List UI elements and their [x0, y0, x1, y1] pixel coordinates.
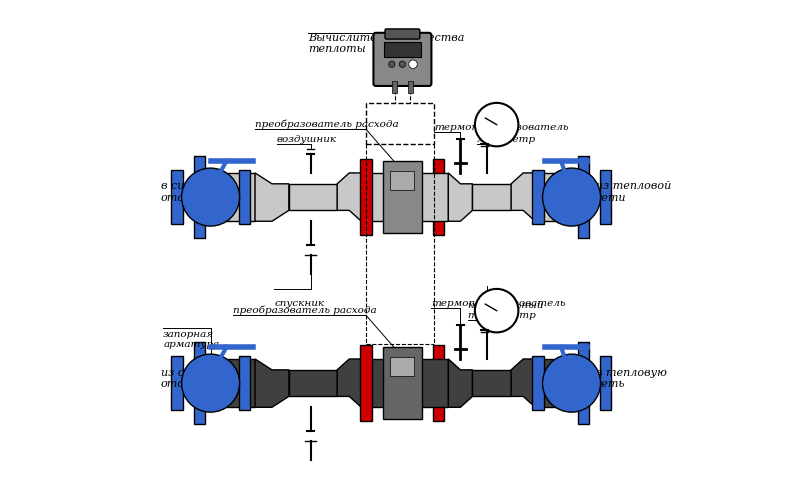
- Text: в тепловую
сеть: в тепловую сеть: [596, 367, 666, 389]
- Polygon shape: [511, 173, 535, 221]
- Polygon shape: [171, 171, 182, 224]
- Text: спускник: спускник: [274, 298, 325, 308]
- Text: воздушник: воздушник: [277, 135, 337, 144]
- Bar: [392, 81, 397, 93]
- Polygon shape: [473, 370, 511, 397]
- Polygon shape: [194, 156, 206, 238]
- Polygon shape: [532, 356, 543, 410]
- Text: в систему
отопления: в систему отопления: [161, 181, 227, 203]
- Polygon shape: [199, 359, 255, 407]
- Polygon shape: [360, 159, 372, 235]
- Polygon shape: [194, 342, 206, 424]
- Polygon shape: [532, 171, 543, 224]
- Polygon shape: [578, 156, 590, 238]
- Polygon shape: [255, 173, 289, 221]
- Text: из тепловой
сети: из тепловой сети: [596, 181, 671, 203]
- Bar: [390, 357, 414, 376]
- Polygon shape: [255, 359, 289, 407]
- FancyBboxPatch shape: [374, 33, 431, 86]
- Bar: [408, 81, 413, 93]
- Bar: [384, 42, 421, 57]
- Polygon shape: [433, 159, 445, 235]
- Polygon shape: [337, 359, 362, 407]
- Polygon shape: [448, 359, 473, 407]
- Text: контрольный
термометр: контрольный термометр: [468, 301, 544, 320]
- Polygon shape: [362, 359, 400, 407]
- Polygon shape: [511, 359, 535, 407]
- Polygon shape: [448, 173, 473, 221]
- Polygon shape: [360, 346, 372, 421]
- Polygon shape: [433, 346, 445, 421]
- Text: термопреобразователь: термопреобразователь: [431, 299, 566, 308]
- Polygon shape: [599, 171, 611, 224]
- Polygon shape: [473, 184, 511, 210]
- Polygon shape: [238, 171, 250, 224]
- Text: преобразователь расхода: преобразователь расхода: [234, 306, 377, 315]
- Text: из системы
отопления: из системы отопления: [161, 367, 233, 389]
- Polygon shape: [289, 184, 337, 210]
- Polygon shape: [419, 359, 448, 407]
- Polygon shape: [289, 370, 337, 397]
- Polygon shape: [419, 173, 448, 221]
- Text: Вычислитель количества
теплоты: Вычислитель количества теплоты: [308, 33, 465, 54]
- Polygon shape: [199, 173, 255, 221]
- Circle shape: [409, 60, 418, 69]
- Polygon shape: [535, 359, 584, 407]
- Circle shape: [399, 61, 406, 68]
- Polygon shape: [362, 173, 400, 221]
- Polygon shape: [171, 356, 182, 410]
- Polygon shape: [535, 173, 584, 221]
- Bar: [390, 171, 414, 190]
- Circle shape: [389, 61, 395, 68]
- Circle shape: [410, 61, 416, 68]
- Bar: [366, 103, 434, 144]
- Polygon shape: [337, 173, 362, 221]
- Circle shape: [542, 168, 601, 226]
- Circle shape: [475, 289, 518, 332]
- Bar: [383, 161, 422, 233]
- Text: преобразователь расхода: преобразователь расхода: [255, 120, 398, 129]
- Polygon shape: [238, 356, 250, 410]
- Text: термопреобразователь: термопреобразователь: [434, 122, 568, 132]
- Polygon shape: [578, 342, 590, 424]
- Bar: [383, 347, 422, 419]
- Circle shape: [475, 103, 518, 146]
- Circle shape: [182, 168, 239, 226]
- Text: запорная
арматура: запорная арматура: [163, 330, 219, 349]
- Polygon shape: [599, 356, 611, 410]
- Circle shape: [182, 354, 239, 412]
- FancyBboxPatch shape: [385, 29, 420, 39]
- Text: манометр: манометр: [478, 135, 537, 144]
- Circle shape: [542, 354, 601, 412]
